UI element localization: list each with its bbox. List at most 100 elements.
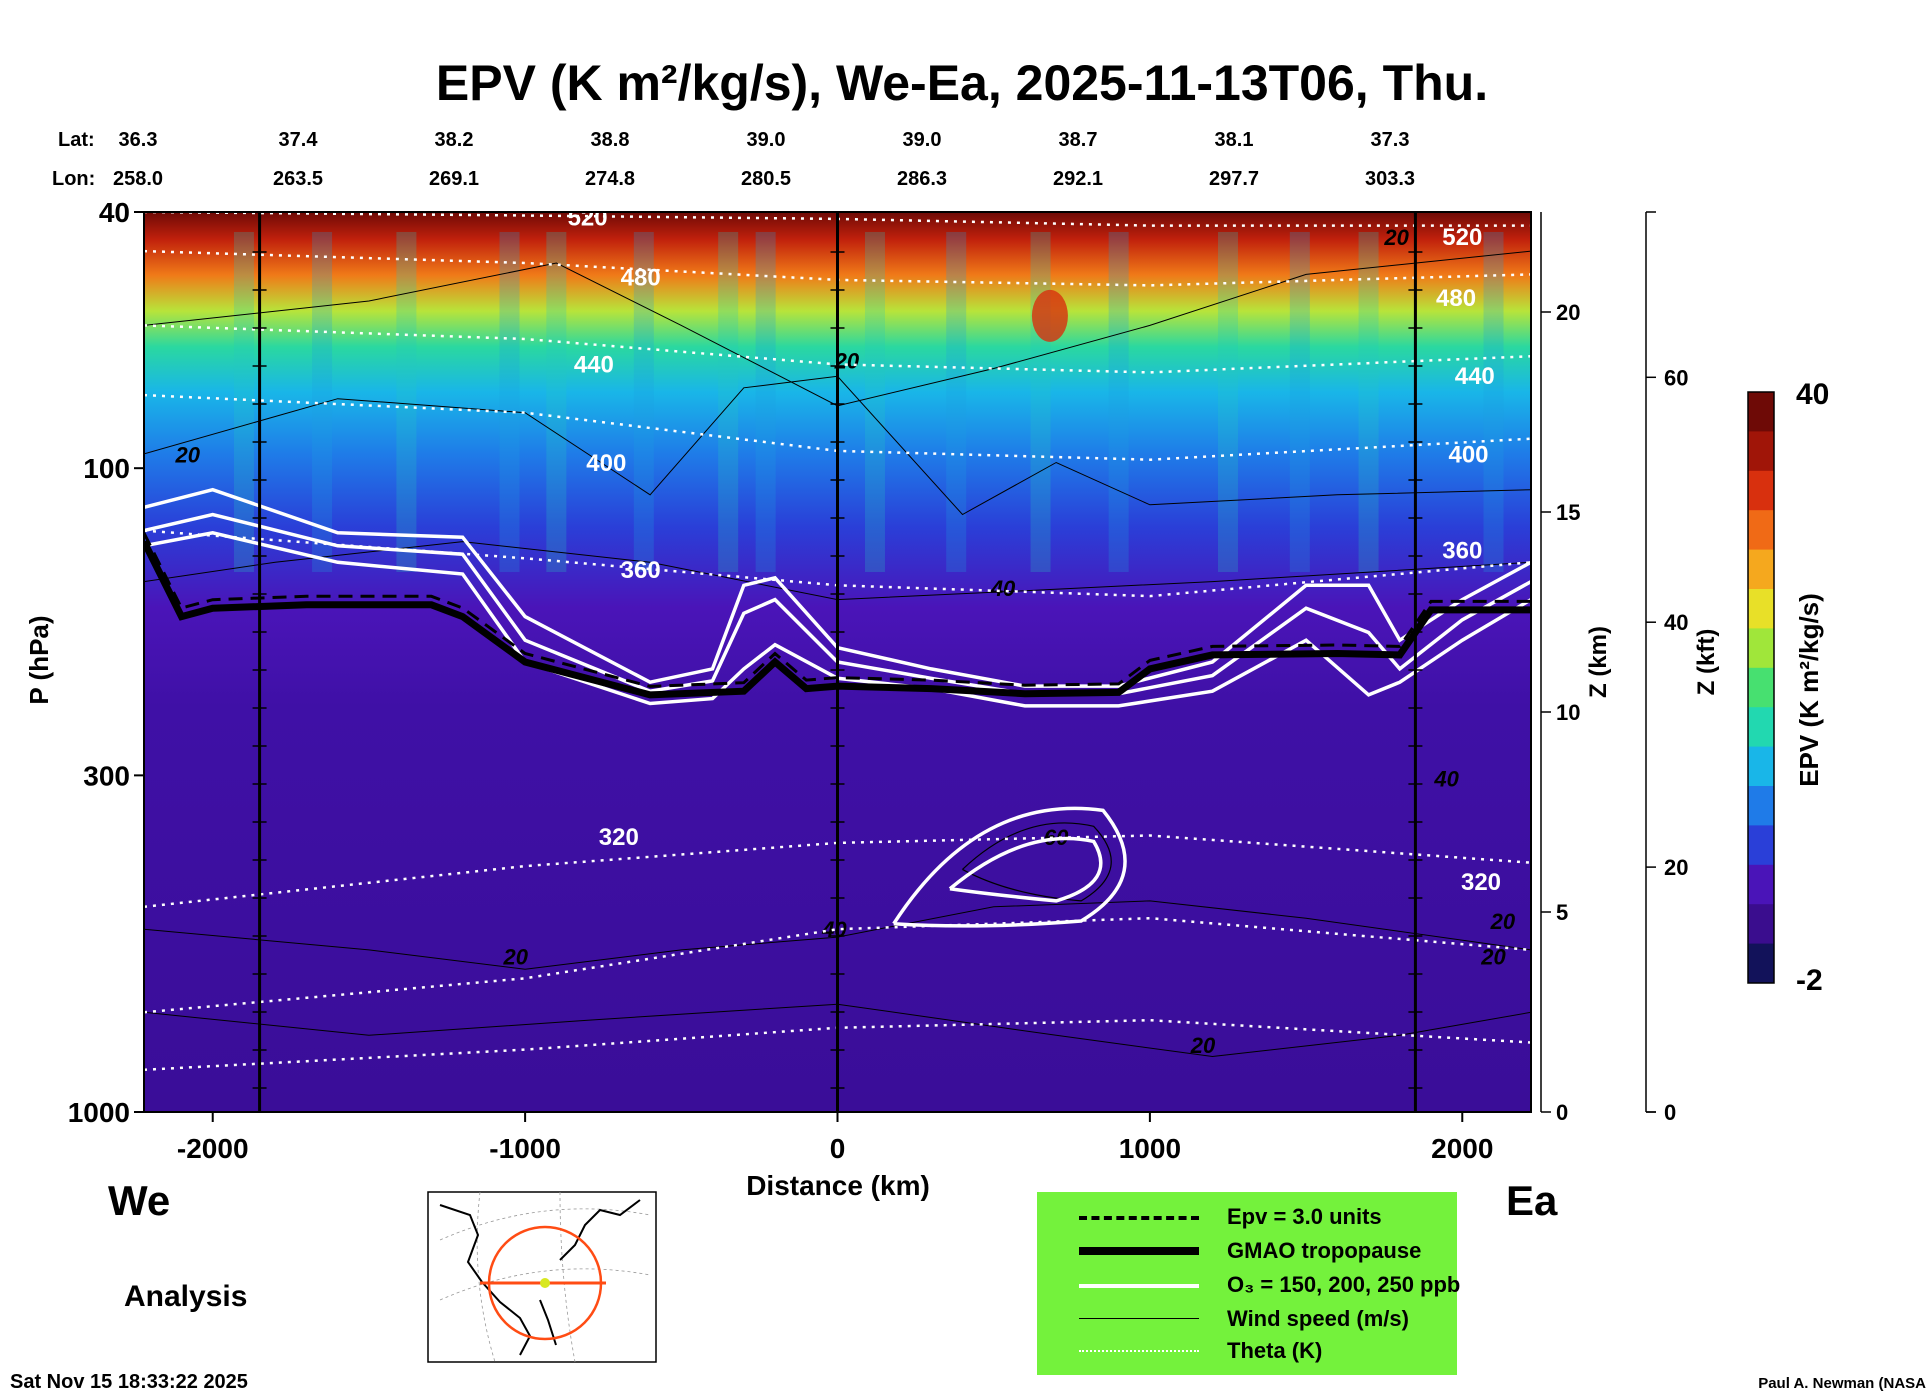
colorbar-swatch xyxy=(1748,786,1774,826)
lon-value: 292.1 xyxy=(1053,168,1103,190)
y-tick-label: 1000 xyxy=(68,1097,130,1128)
wind-label: 20 xyxy=(1383,225,1409,250)
wind-label: 20 xyxy=(1190,1033,1216,1058)
x-tick-label: 2000 xyxy=(1431,1133,1493,1164)
colorbar-swatch xyxy=(1748,667,1774,708)
colorbar-swatch xyxy=(1748,825,1774,866)
colorbar-swatch xyxy=(1748,864,1774,905)
z-kft-tick-label: 0 xyxy=(1664,1100,1676,1125)
theta-label: 360 xyxy=(1442,537,1482,564)
theta-label: 400 xyxy=(586,450,626,477)
lon-value: 263.5 xyxy=(273,168,323,190)
z-kft-tick-label: 60 xyxy=(1664,365,1688,390)
lon-value: 286.3 xyxy=(897,168,947,190)
lat-value: 37.4 xyxy=(279,129,319,151)
lat-values-row: 36.3 37.4 38.2 38.8 39.0 39.0 38.7 38.1 37.3 xyxy=(119,129,1410,151)
field-streak xyxy=(718,232,739,572)
field-streak xyxy=(233,232,254,572)
field-streak xyxy=(312,232,333,572)
field-streak xyxy=(499,232,520,572)
z-kft-axis-title: Z (kft) xyxy=(1693,629,1720,696)
y-tick-label: 100 xyxy=(83,453,130,484)
colorbar-swatch xyxy=(1748,904,1774,945)
x-tick-label: 0 xyxy=(830,1133,846,1164)
colorbar xyxy=(1747,391,1775,984)
timestamp: Sat Nov 15 18:33:22 2025 xyxy=(10,1371,248,1393)
z-km-axis-title: Z (km) xyxy=(1585,626,1612,698)
legend-item-wind-speed: Wind speed (m/s) xyxy=(1037,1304,1457,1336)
locator-map xyxy=(427,1191,657,1363)
colorbar-max-label: 40 xyxy=(1796,378,1829,411)
z-km-tick-label: 15 xyxy=(1556,500,1580,525)
vertical-profile-lines xyxy=(252,212,1423,1112)
field-streak xyxy=(1108,232,1129,572)
field-hotspot xyxy=(1031,289,1068,342)
ozone-intrusion-contour xyxy=(892,806,1127,928)
wind-label: 40 xyxy=(1433,766,1459,791)
colorbar-swatch xyxy=(1748,746,1774,787)
lon-value: 269.1 xyxy=(429,168,479,190)
colorbar-swatch xyxy=(1748,628,1774,669)
field-streak xyxy=(1289,232,1310,572)
lon-values-row: 258.0 263.5 269.1 274.8 280.5 286.3 292.1 297.7… xyxy=(113,168,1415,190)
west-end-label: We xyxy=(108,1177,170,1224)
wind-label: 20 xyxy=(1480,944,1506,969)
tropopause-line xyxy=(144,532,1531,699)
lat-header-label: Lat: xyxy=(58,129,95,151)
z-km-tick-label: 20 xyxy=(1556,300,1580,325)
field-streak xyxy=(396,232,417,572)
east-end-label: Ea xyxy=(1506,1177,1558,1224)
y-tick-label: 300 xyxy=(83,760,130,791)
lat-value: 37.3 xyxy=(1371,129,1410,151)
lat-value: 38.2 xyxy=(435,129,474,151)
field-streak xyxy=(1217,232,1238,572)
theta-label: 520 xyxy=(1442,224,1482,251)
theta-label: 520 xyxy=(568,205,608,232)
field-streak xyxy=(1358,232,1379,572)
colorbar-swatch xyxy=(1748,549,1774,590)
colorbar-title: EPV (K m²/kg/s) xyxy=(1794,593,1824,787)
theta-label: 360 xyxy=(621,557,661,584)
lon-header-label: Lon: xyxy=(52,168,95,190)
lat-value: 38.1 xyxy=(1215,129,1254,151)
z-km-tick-label: 5 xyxy=(1556,900,1568,925)
legend-item-theta: Theta (K) xyxy=(1037,1336,1457,1368)
field-streak xyxy=(546,232,567,572)
colorbar-swatch xyxy=(1748,943,1774,984)
wind-contour-line xyxy=(144,541,1531,601)
field-streak xyxy=(1030,232,1051,572)
theta-label: 400 xyxy=(1448,442,1488,469)
wind-label: 20 xyxy=(1490,909,1516,934)
field-streak xyxy=(1483,232,1504,572)
colorbar-min-label: -2 xyxy=(1796,964,1823,997)
x-tick-label: -2000 xyxy=(177,1133,249,1164)
tropopause-path xyxy=(144,540,1531,699)
wind-label: 20 xyxy=(174,443,200,468)
theta-label: 440 xyxy=(574,351,614,378)
lon-value: 274.8 xyxy=(585,168,635,190)
field-streak xyxy=(946,232,967,572)
epv-3-unit-contour xyxy=(144,532,1531,688)
legend: Epv = 3.0 units GMAO tropopause O₃ = 150… xyxy=(1037,1192,1460,1375)
lon-value: 297.7 xyxy=(1209,168,1259,190)
colorbar-frame xyxy=(1747,391,1775,984)
legend-item-tropopause: GMAO tropopause xyxy=(1037,1236,1457,1268)
theta-label: 320 xyxy=(599,824,639,851)
lat-value: 38.8 xyxy=(591,129,630,151)
colorbar-swatch xyxy=(1748,707,1774,748)
z-km-axis: 0 5 10 15 20 xyxy=(1540,212,1580,1125)
lon-value: 280.5 xyxy=(741,168,791,190)
theta-contour-320 xyxy=(144,834,1531,909)
colorbar-swatch xyxy=(1748,589,1774,629)
lat-value: 39.0 xyxy=(747,129,786,151)
field-streak xyxy=(864,232,885,572)
author-credit: Paul A. Newman (NASA xyxy=(1758,1375,1926,1392)
theta-contour-400 xyxy=(144,393,1531,461)
z-km-tick-label: 10 xyxy=(1556,700,1580,725)
x-axis-distance: -2000 -1000 0 1000 2000 xyxy=(177,1112,1493,1164)
wind-contour-line xyxy=(144,1003,1531,1058)
colorbar-swatch xyxy=(1748,431,1774,472)
colorbar-swatch xyxy=(1748,510,1774,551)
y-tick-label: 40 xyxy=(99,197,130,228)
